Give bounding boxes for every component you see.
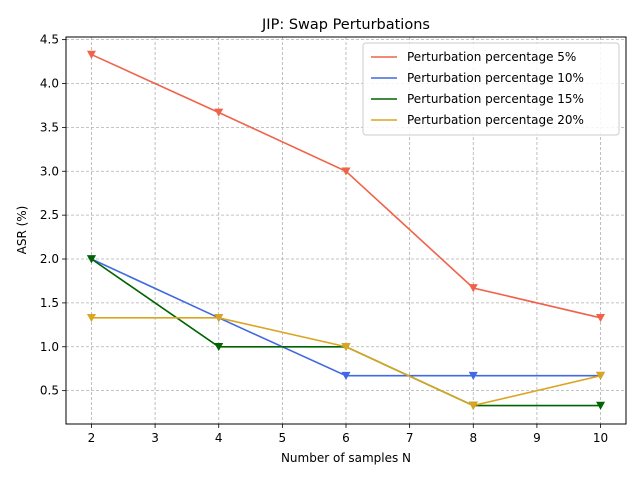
grid-lines [66,37,626,424]
data-point [214,108,224,117]
y-tick-label: 0.5 [40,384,59,398]
data-point [86,255,96,264]
x-tick-label: 7 [406,431,414,445]
legend-entry: Perturbation percentage 10% [407,71,584,85]
x-tick-label: 3 [151,431,159,445]
x-tick-label: 5 [279,431,287,445]
x-tick-label: 2 [88,431,96,445]
x-axis-ticks: 2 3 4 5 6 7 8 9 10 [88,424,608,445]
series-4 [86,313,606,410]
y-axis-label: ASR (%) [15,206,29,255]
y-tick-label: 2.0 [40,252,59,266]
data-point [86,50,96,59]
x-tick-label: 9 [533,431,541,445]
legend: Perturbation percentage 5% Perturbation p… [362,42,620,136]
y-tick-label: 3.0 [40,164,59,178]
data-point [596,371,606,381]
x-tick-label: 10 [593,431,608,445]
data-point [468,401,478,410]
x-axis-label: Number of samples N [281,451,411,465]
data-point [214,313,224,323]
legend-box [362,42,620,136]
y-tick-label: 2.5 [40,208,59,222]
data-point [468,284,478,293]
y-tick-label: 1.5 [40,296,59,310]
legend-entry: Perturbation percentage 20% [407,113,584,127]
data-point [596,401,606,410]
data-point [86,313,96,323]
x-tick-label: 6 [342,431,350,445]
series-layer [86,50,606,410]
y-tick-label: 1.0 [40,340,59,354]
y-axis-ticks: 0.5 1.0 1.5 2.0 2.5 3.0 3.5 4.0 4.5 [40,33,66,398]
y-tick-label: 4.5 [40,33,59,47]
data-point [341,371,351,381]
data-point [214,342,224,352]
data-point [596,313,606,323]
x-tick-label: 8 [469,431,477,445]
data-point [341,342,351,352]
data-point [468,371,478,381]
data-point [341,167,351,176]
legend-entry: Perturbation percentage 15% [407,92,584,106]
series-1 [86,50,606,323]
x-tick-label: 4 [215,431,223,445]
y-tick-label: 4.0 [40,77,59,91]
chart-title: JIP: Swap Perturbations [261,17,430,33]
legend-entry: Perturbation percentage 5% [407,50,576,64]
y-tick-label: 3.5 [40,120,59,134]
